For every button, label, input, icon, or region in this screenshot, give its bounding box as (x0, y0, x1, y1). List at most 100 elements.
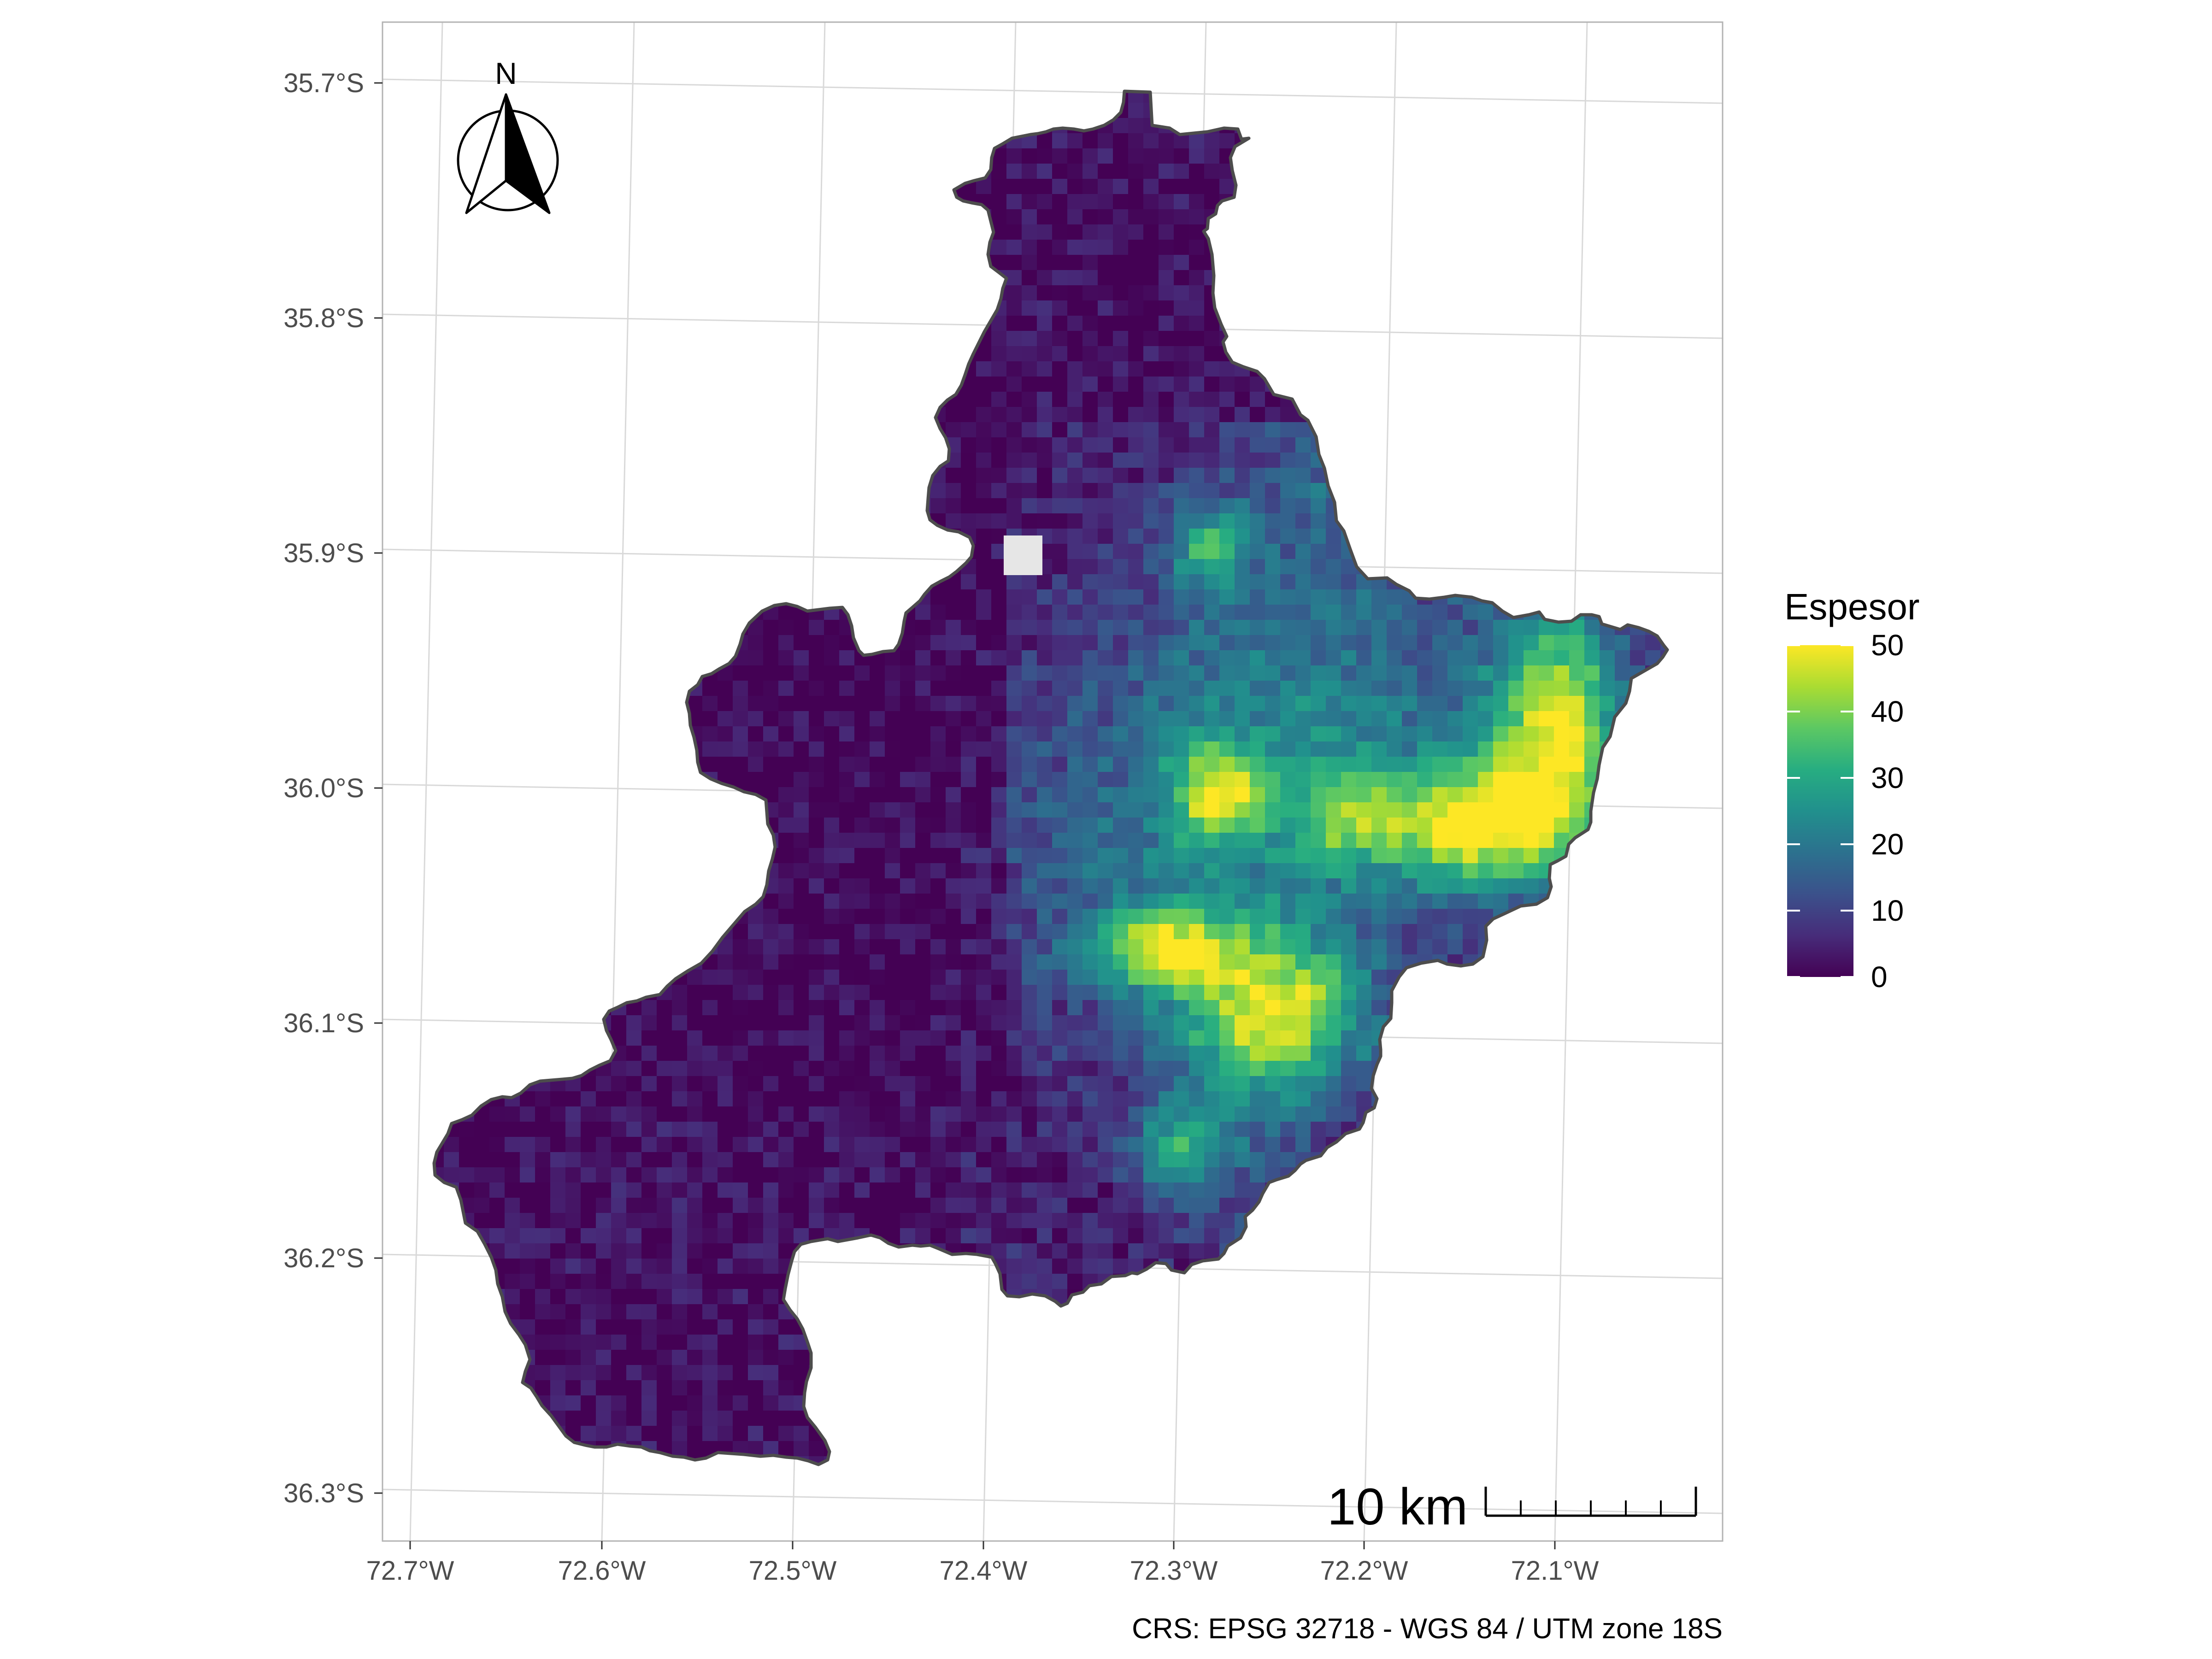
raster-cell (1082, 711, 1098, 727)
raster-cell (1159, 650, 1174, 666)
raster-cell (885, 741, 900, 757)
raster-cell (794, 909, 809, 924)
raster-cell (961, 513, 977, 529)
raster-cell (1402, 635, 1418, 651)
raster-cell (794, 711, 809, 727)
raster-cell (946, 498, 961, 514)
raster-cell (1113, 422, 1129, 438)
raster-cell (1143, 559, 1159, 575)
raster-cell (1022, 985, 1037, 1000)
raster-cell (1463, 772, 1478, 788)
raster-cell (1143, 924, 1159, 940)
raster-cell (1204, 833, 1220, 848)
raster-cell (809, 894, 824, 909)
raster-cell (1219, 559, 1235, 575)
raster-cell (1052, 985, 1068, 1000)
raster-cell (1143, 468, 1159, 483)
raster-cell (1508, 802, 1524, 818)
raster-cell (1052, 361, 1068, 377)
raster-cell (1174, 300, 1189, 316)
raster-cell (1159, 924, 1174, 940)
raster-cell (809, 1000, 824, 1016)
raster-cell (839, 696, 855, 712)
raster-cell (1082, 179, 1098, 194)
raster-cell (1006, 468, 1022, 483)
raster-cell (1311, 544, 1326, 559)
raster-cell (1022, 483, 1037, 499)
raster-cell (1128, 985, 1144, 1000)
raster-cell (1295, 802, 1311, 818)
raster-cell (1128, 392, 1144, 407)
raster-cell (1113, 772, 1129, 788)
raster-cell (1295, 970, 1311, 985)
raster-cell (900, 802, 916, 818)
raster-cell (1098, 681, 1113, 696)
raster-cell (1311, 635, 1326, 651)
raster-cell (1432, 711, 1448, 727)
raster-cell (1037, 818, 1053, 833)
raster-cell (1569, 787, 1585, 803)
raster-cell (1508, 681, 1524, 696)
raster-cell (809, 665, 824, 681)
raster-cell (1052, 331, 1068, 347)
raster-cell (1250, 924, 1265, 940)
raster-cell (976, 589, 992, 605)
raster-cell (1539, 818, 1554, 833)
raster-cell (1554, 726, 1570, 742)
raster-cell (854, 757, 870, 772)
raster-cell (1371, 635, 1387, 651)
raster-cell (1250, 513, 1265, 529)
raster-cell (976, 772, 992, 788)
raster-cell (976, 498, 992, 514)
raster-cell (1447, 878, 1463, 894)
raster-cell (1006, 240, 1022, 255)
raster-cell (1159, 209, 1174, 225)
raster-cell (1098, 316, 1113, 331)
raster-cell (1128, 453, 1144, 468)
raster-cell (1463, 741, 1478, 757)
raster-cell (915, 787, 931, 803)
raster-cell (1219, 589, 1235, 605)
raster-cell (1189, 711, 1205, 727)
raster-cell (1006, 377, 1022, 392)
raster-cell (1159, 316, 1174, 331)
raster-cell (1052, 300, 1068, 316)
raster-cell (1067, 574, 1083, 590)
raster-cell (1219, 544, 1235, 559)
raster-cell (748, 681, 764, 696)
raster-cell (1341, 741, 1357, 757)
graticule-lon-72.7 (409, 22, 443, 1541)
raster-cell (1356, 772, 1372, 788)
raster-cell (1082, 696, 1098, 712)
raster-cell (824, 741, 840, 757)
raster-cell (1508, 711, 1524, 727)
raster-cell (854, 772, 870, 788)
raster-cell (1037, 285, 1053, 301)
raster-cell (1098, 529, 1113, 544)
raster-cell (1250, 544, 1265, 559)
raster-cell (1113, 164, 1129, 179)
raster-cell (1113, 331, 1129, 347)
raster-cell (778, 787, 794, 803)
raster-cell (1235, 422, 1250, 438)
raster-cell (1204, 802, 1220, 818)
raster-cell (809, 650, 824, 666)
raster-cell (1067, 559, 1083, 575)
raster-cell (1265, 894, 1281, 909)
raster-cell (1037, 224, 1053, 240)
raster-cell (763, 711, 779, 727)
raster-cell (1113, 985, 1129, 1000)
raster-cell (1128, 635, 1144, 651)
raster-cell (1082, 863, 1098, 879)
raster-cell (1311, 574, 1326, 590)
raster-cell (839, 954, 855, 970)
raster-cell (854, 894, 870, 909)
raster-cell (1067, 513, 1083, 529)
raster-cell (1052, 605, 1068, 620)
raster-cell (1539, 711, 1554, 727)
raster-cell (1037, 909, 1053, 924)
raster-cell (946, 635, 961, 651)
raster-cell (1280, 954, 1296, 970)
raster-cell (1402, 924, 1418, 940)
raster-cell (1265, 665, 1281, 681)
